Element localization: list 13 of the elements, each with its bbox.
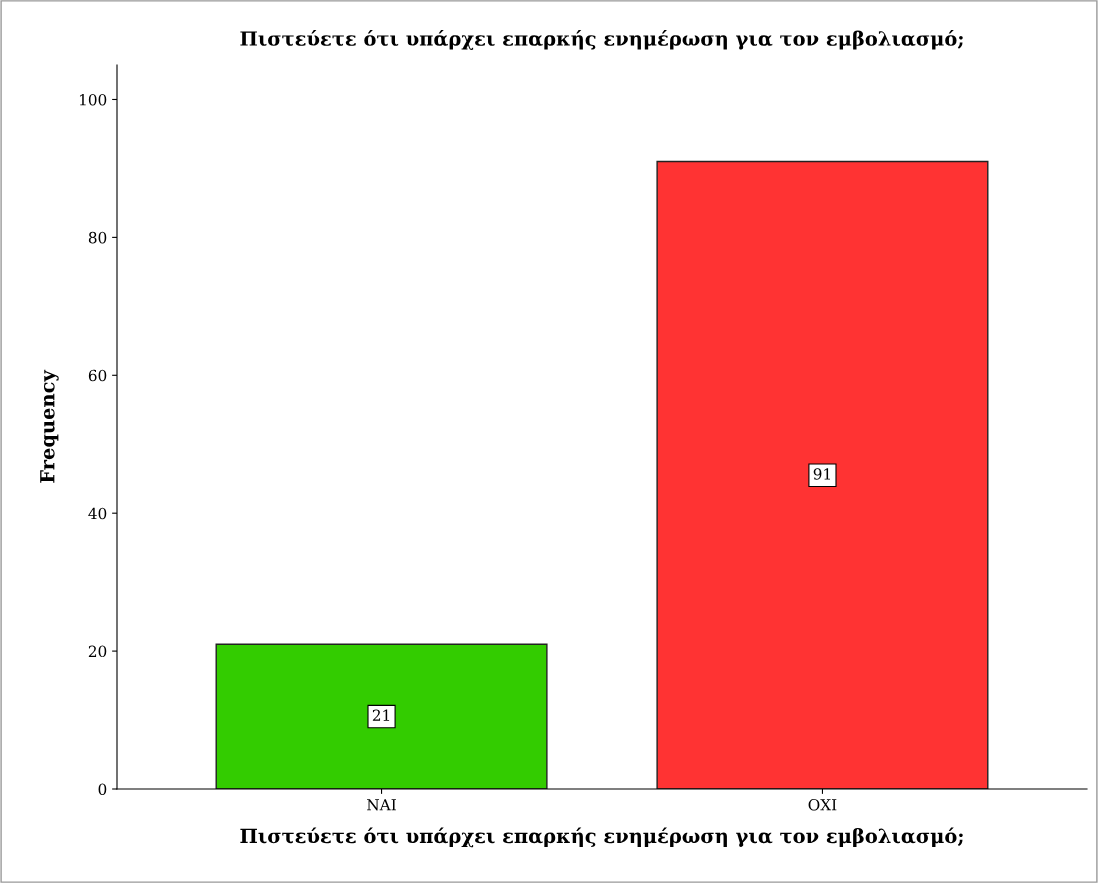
- y-tick-label: 20: [88, 645, 107, 658]
- data-label: 21: [372, 709, 390, 721]
- x-tick-label: ΝΑΙ: [367, 799, 396, 811]
- y-tick-label: 40: [88, 507, 107, 520]
- y-tick-label: 0: [98, 783, 107, 796]
- x-axis-title: Πιστεύετε ότι υπάρχει επαρκής ενημέρωση για τον εμβολιασμό;: [240, 827, 963, 848]
- chart-title: Πιστεύετε ότι υπάρχει επαρκής ενημέρωση για τον εμβολιασμό;: [240, 30, 963, 50]
- y-tick-label: 60: [88, 369, 107, 382]
- y-tick-label: 100: [79, 93, 107, 106]
- x-tick-label: ΟΧΙ: [808, 798, 837, 811]
- data-label: 91: [813, 468, 830, 480]
- y-tick-label: 80: [88, 231, 107, 244]
- y-axis-title: Frequency: [40, 369, 59, 483]
